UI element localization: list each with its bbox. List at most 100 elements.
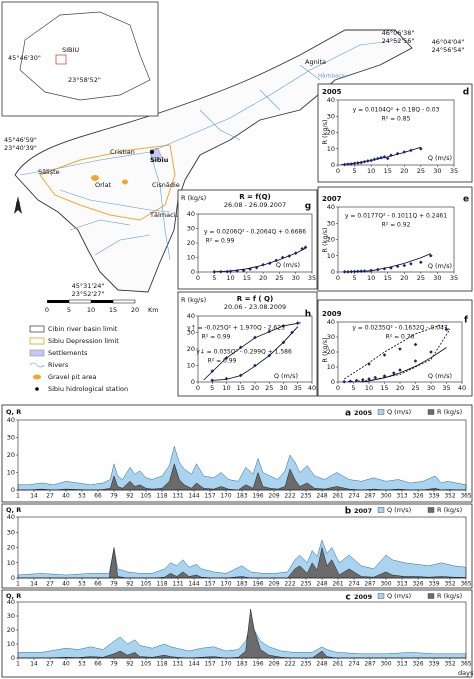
y-tick-label: 40: [327, 203, 335, 211]
point: [238, 345, 243, 350]
x-tick-label: 15: [380, 384, 388, 392]
point: [382, 266, 387, 271]
x-tick-label: 274: [348, 662, 359, 668]
legend-swatch: [427, 409, 435, 415]
x-tick-label: 183: [236, 494, 247, 500]
annotation: R² = 0.99: [202, 334, 231, 341]
x-tick-label: 14: [30, 662, 38, 668]
point: [287, 254, 291, 258]
north-arrow: [14, 196, 22, 214]
point: [392, 371, 396, 375]
chart-title: 2009: [354, 593, 373, 601]
x-tick-label: 196: [252, 494, 263, 500]
y-tick-label: 20: [327, 348, 335, 356]
x-tick-label: 92: [126, 494, 134, 500]
y-axis-label: R (kg/s): [321, 337, 329, 362]
annotation: y = 0.0104Q² + 0.18Q - 0.03: [353, 107, 440, 114]
x-tick-label: 1: [16, 494, 20, 500]
station: [150, 150, 154, 154]
x-tick-label: 66: [94, 662, 102, 668]
point: [354, 378, 359, 383]
town: Agnita: [305, 58, 326, 66]
map: SIBIU 45°46'30" 23°58'52" 46°06'38" 24°5…: [1, 1, 464, 393]
x-tick-label: 5: [210, 384, 214, 392]
point: [409, 148, 413, 153]
coord: 24°52'56": [382, 37, 415, 45]
point: [225, 269, 230, 274]
x-tick-label: 15: [384, 167, 392, 175]
x-tick-label: 261: [332, 494, 343, 500]
point: [366, 159, 370, 163]
point: [280, 255, 285, 260]
point: [254, 265, 259, 270]
panel-letter: g: [305, 202, 311, 212]
x-tick-label: 222: [284, 582, 295, 588]
x-tick-label: 157: [204, 582, 215, 588]
point: [253, 363, 257, 368]
point: [346, 162, 350, 166]
y-axis-label: Q, R: [6, 506, 21, 514]
x-tick-label: 20: [259, 274, 267, 282]
x-tick-label: 30: [292, 274, 300, 282]
x-tick-label: 20: [396, 384, 404, 392]
coord: 45°46'59": [4, 136, 37, 144]
point: [267, 329, 272, 334]
point: [253, 335, 257, 340]
coord: 46°06'38": [382, 29, 415, 37]
x-tick-label: 352: [444, 582, 455, 588]
x-tick-label: 157: [204, 494, 215, 500]
point: [352, 161, 357, 166]
x-tick-label: 66: [94, 582, 102, 588]
x-tick-label: 53: [78, 582, 86, 588]
point: [398, 347, 402, 351]
point: [373, 375, 377, 380]
x-tick-label: 313: [396, 582, 407, 588]
y-axis-label: Q, R: [6, 408, 21, 416]
y-tick-label: 10: [327, 252, 335, 260]
y-tick-label: 30: [7, 612, 15, 620]
x-tick-label: 365: [460, 582, 471, 588]
x-tick-label: 261: [332, 582, 343, 588]
x-tick-label: 1: [16, 662, 20, 668]
point: [359, 160, 363, 165]
x-tick-label: 209: [268, 494, 279, 500]
y-tick-label: 10: [327, 363, 335, 371]
x-axis-label: Q (m/s): [428, 154, 452, 162]
panel-frame: [1, 589, 473, 678]
annotation: R² = 0.99: [206, 238, 235, 245]
point: [248, 267, 252, 271]
annotation: R² = 0.92: [382, 222, 411, 229]
x-tick-label: 15: [243, 274, 251, 282]
x-tick-label: 79: [110, 494, 118, 500]
x-tick-label: 105: [140, 582, 151, 588]
legend-swatch: [377, 507, 385, 513]
x-tick-label: 170: [220, 662, 231, 668]
x-tick-label: 287: [364, 582, 375, 588]
point: [419, 260, 423, 265]
scale-label: 10: [87, 306, 95, 314]
point: [261, 262, 265, 267]
y-tick-label: 20: [187, 345, 195, 353]
town: Tălmaciu: [149, 211, 180, 219]
point: [402, 150, 407, 154]
x-tick-label: 35: [450, 167, 458, 175]
x-tick-label: 40: [458, 384, 466, 392]
x-tick-label: 248: [316, 582, 327, 588]
x-tick-label: 326: [412, 582, 423, 588]
x-tick-label: 235: [300, 582, 311, 588]
x-tick-label: 92: [126, 582, 134, 588]
x-tick-label: 144: [188, 582, 199, 588]
x-tick-label: 40: [62, 582, 70, 588]
y-tick-label: 40: [7, 513, 15, 521]
point: [290, 330, 294, 335]
panel-frame: [317, 83, 473, 183]
chart-title: 2007: [354, 507, 372, 515]
y-tick-label: 0: [191, 268, 195, 276]
point: [224, 356, 229, 360]
y-axis-label: R (kg/s): [181, 194, 206, 202]
x-tick-label: 25: [275, 274, 283, 282]
x-tick-label: 170: [220, 582, 231, 588]
legend-label: Rivers: [48, 361, 69, 369]
x-tick-label: 0: [196, 274, 200, 282]
scale-unit: Km: [148, 306, 159, 314]
